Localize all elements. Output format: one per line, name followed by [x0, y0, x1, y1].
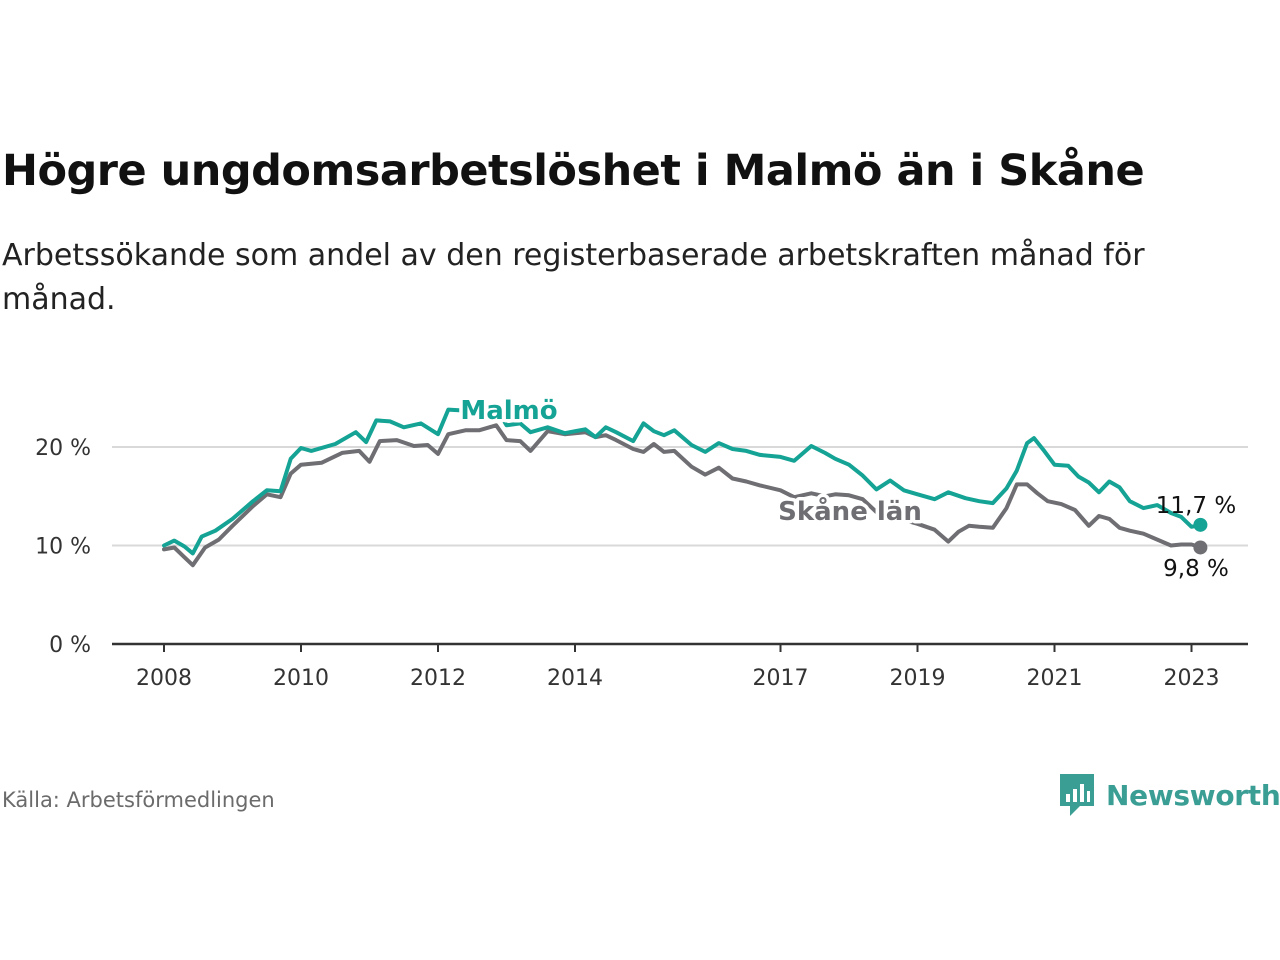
malmo-end-point — [1193, 517, 1208, 532]
x-tick-label: 2010 — [273, 666, 329, 691]
series-group — [162, 405, 1208, 568]
x-axis: 0 % 10 % 20 % 2008 2010 2012 2014 2017 2019 2021 2… — [35, 436, 1248, 691]
y-tick-label: 0 % — [49, 633, 91, 658]
y-tick-label: 10 % — [35, 535, 91, 560]
skane-end-point — [1193, 540, 1208, 555]
x-tick-label: 2012 — [410, 666, 466, 691]
malmo-series-label: Malmö — [460, 396, 557, 426]
skane-line — [162, 423, 1204, 568]
source-note: Källa: Arbetsförmedlingen — [2, 788, 275, 812]
newsworthy-logo-icon — [1060, 774, 1094, 816]
skane-end-label: 9,8 % — [1163, 556, 1229, 582]
chart-title: Högre ungdomsarbetslöshet i Malmö än i S… — [2, 146, 1145, 196]
y-tick-label: 20 % — [35, 436, 91, 461]
brand-name: Newsworthy — [1106, 778, 1280, 812]
malmo-end-label: 11,7 % — [1156, 493, 1236, 519]
labels-group: 11,7 % 9,8 % Malmö Skåne län — [457, 393, 1236, 583]
skane-series-label: Skåne län — [778, 495, 922, 527]
x-tick-label: 2023 — [1164, 666, 1220, 691]
x-tick-label: 2008 — [136, 666, 192, 691]
x-tick-label: 2014 — [547, 666, 603, 691]
malmo-line — [162, 405, 1204, 556]
line-chart: 0 % 10 % 20 % 2008 2010 2012 2014 2017 2019 2021 2… — [35, 393, 1248, 691]
chart-subtitle: Arbetssökande som andel av den registerb… — [2, 238, 1145, 317]
x-tick-label: 2021 — [1027, 666, 1083, 691]
brand-logo: Newsworthy — [1058, 772, 1280, 818]
x-tick-label: 2019 — [890, 666, 946, 691]
x-tick-label: 2017 — [753, 666, 809, 691]
